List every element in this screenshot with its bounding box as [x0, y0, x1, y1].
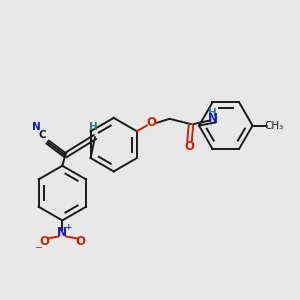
- Text: CH₃: CH₃: [264, 121, 284, 130]
- Text: N: N: [207, 112, 218, 125]
- Text: O: O: [184, 140, 194, 153]
- Text: N: N: [57, 226, 67, 239]
- Text: N: N: [32, 122, 41, 132]
- Text: H: H: [89, 122, 98, 132]
- Text: −: −: [35, 243, 44, 253]
- Text: C: C: [38, 130, 46, 140]
- Text: O: O: [146, 116, 156, 130]
- Text: +: +: [64, 224, 71, 232]
- Text: O: O: [76, 235, 86, 248]
- Text: H: H: [208, 108, 217, 118]
- Text: O: O: [39, 235, 49, 248]
